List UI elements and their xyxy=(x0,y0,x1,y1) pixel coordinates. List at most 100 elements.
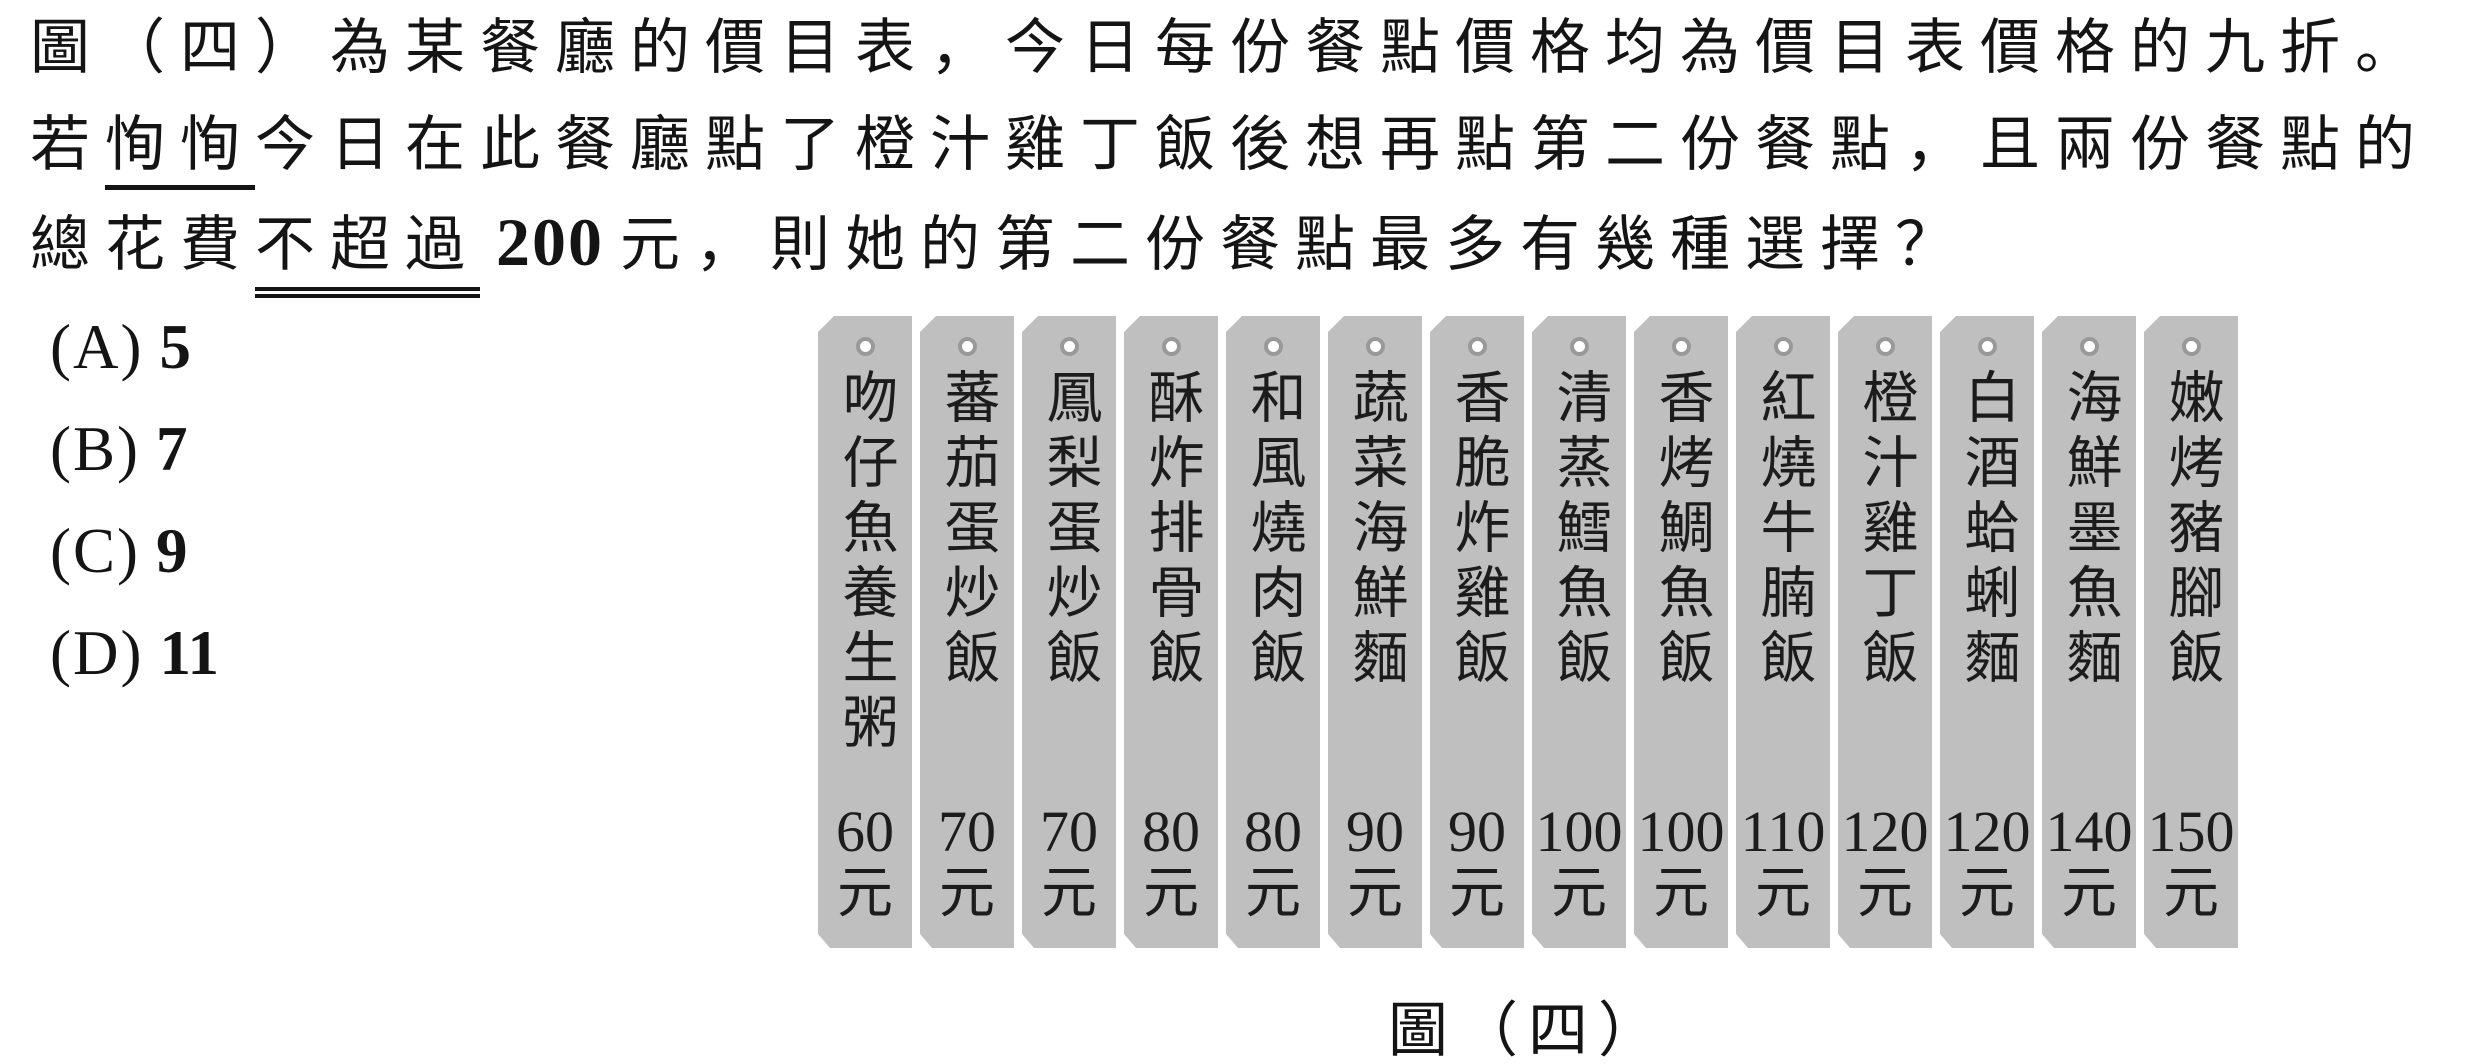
menu-tag-11: 橙汁雞丁飯 120 元 xyxy=(1838,316,1932,948)
tag-hole-icon xyxy=(1467,337,1487,356)
dish-price: 100 元 xyxy=(1638,802,1725,926)
option-b-value: 7 xyxy=(155,414,188,484)
tag-hole-icon xyxy=(1875,337,1895,356)
price-value: 120 xyxy=(1841,799,1929,864)
dish-price: 120 元 xyxy=(1944,802,2031,926)
dish-price: 100 元 xyxy=(1536,802,1623,926)
price-unit: 元 xyxy=(1041,863,1097,925)
price-value: 150 xyxy=(2147,799,2235,864)
dish-name: 吻仔魚養生粥 xyxy=(834,368,896,758)
option-d-value: 11 xyxy=(159,618,219,688)
menu-tag-3: 鳳梨蛋炒飯 70 元 xyxy=(1022,316,1116,948)
option-a-value: 5 xyxy=(159,312,191,382)
menu-tag-1: 吻仔魚養生粥 60 元 xyxy=(818,316,912,948)
price-value: 100 xyxy=(1535,799,1623,864)
menu-tag-10: 紅燒牛腩飯 110 元 xyxy=(1736,316,1830,948)
tag-hole-icon xyxy=(2181,337,2201,356)
dish-name: 香烤鯛魚飯 xyxy=(1650,368,1712,693)
dish-price: 120 元 xyxy=(1842,802,1929,926)
price-unit: 元 xyxy=(1653,863,1709,925)
dish-price: 80 元 xyxy=(1142,802,1200,926)
tag-hole-icon xyxy=(855,337,875,356)
price-value: 70 xyxy=(1040,799,1098,864)
menu-tags: 吻仔魚養生粥 60 元 蕃茄蛋炒飯 70 元 鳳梨蛋炒飯 70 xyxy=(818,316,2238,948)
dish-price: 90 元 xyxy=(1346,802,1404,926)
dish-name: 清蒸鱈魚飯 xyxy=(1548,368,1610,693)
price-unit: 元 xyxy=(1959,863,2015,925)
question-line-1: 圖（四）為某餐廳的價目表，今日每份餐點價格均為價目表價格的九折。 xyxy=(30,0,2460,97)
option-a-label: (A) xyxy=(50,312,144,382)
dish-price: 60 元 xyxy=(836,802,894,926)
menu-tag-9: 香烤鯛魚飯 100 元 xyxy=(1634,316,1728,948)
student-name-underlined: 恂恂 xyxy=(105,112,255,190)
question-line-2: 若恂恂今日在此餐廳點了橙汁雞丁飯後想再點第二份餐點，且兩份餐點的 xyxy=(30,97,2460,194)
menu-tag-8: 清蒸鱈魚飯 100 元 xyxy=(1532,316,1626,948)
price-unit: 元 xyxy=(837,863,893,925)
dish-price: 70 元 xyxy=(938,802,996,926)
menu-tag-2: 蕃茄蛋炒飯 70 元 xyxy=(920,316,1014,948)
question-text: 圖（四）為某餐廳的價目表，今日每份餐點價格均為價目表價格的九折。 若恂恂今日在此… xyxy=(30,0,2460,298)
dish-price: 70 元 xyxy=(1040,802,1098,926)
price-unit: 元 xyxy=(1551,863,1607,925)
dish-price: 140 元 xyxy=(2046,802,2133,926)
dish-price: 80 元 xyxy=(1244,802,1302,926)
option-c-value: 9 xyxy=(155,516,188,586)
price-list-figure: 吻仔魚養生粥 60 元 蕃茄蛋炒飯 70 元 鳳梨蛋炒飯 70 xyxy=(818,316,2238,1064)
option-c: (C) 9 xyxy=(50,500,219,602)
price-value: 90 xyxy=(1346,799,1404,864)
menu-tag-14: 嫩烤豬腳飯 150 元 xyxy=(2144,316,2238,948)
line3-prefix: 總花費 xyxy=(30,212,255,278)
price-value: 60 xyxy=(836,799,894,864)
line3-rest: 元，則她的第二份餐點最多有幾種選擇？ xyxy=(620,212,1970,278)
price-unit: 元 xyxy=(2163,863,2219,925)
dish-name: 和風燒肉飯 xyxy=(1242,368,1304,693)
option-d-label: (D) xyxy=(50,618,144,688)
menu-tag-12: 白酒蛤蜊麵 120 元 xyxy=(1940,316,2034,948)
dish-name: 白酒蛤蜊麵 xyxy=(1956,368,2018,693)
question-line-1-text: 圖（四）為某餐廳的價目表，今日每份餐點價格均為價目表價格的九折。 xyxy=(30,15,2430,81)
price-unit: 元 xyxy=(1245,863,1301,925)
tag-hole-icon xyxy=(1263,337,1283,356)
line2-prefix: 若 xyxy=(30,112,105,178)
line2-rest: 今日在此餐廳點了橙汁雞丁飯後想再點第二份餐點，且兩份餐點的 xyxy=(255,112,2430,178)
price-unit: 元 xyxy=(1754,863,1811,925)
dish-price: 90 元 xyxy=(1448,802,1506,926)
menu-tag-7: 香脆炸雞飯 90 元 xyxy=(1430,316,1524,948)
price-unit: 元 xyxy=(1449,863,1505,925)
dish-name: 香脆炸雞飯 xyxy=(1446,368,1508,693)
option-b: (B) 7 xyxy=(50,398,219,500)
tag-hole-icon xyxy=(1671,337,1691,356)
price-value: 140 xyxy=(2045,799,2133,864)
menu-tag-6: 蔬菜海鮮麵 90 元 xyxy=(1328,316,1422,948)
price-value: 110 xyxy=(1740,799,1826,864)
price-unit: 元 xyxy=(1347,863,1403,925)
not-exceed-double-underlined: 不超過 xyxy=(255,212,480,298)
price-value: 100 xyxy=(1637,799,1725,864)
answer-options: (A) 5 (B) 7 (C) 9 (D) 11 xyxy=(50,296,219,704)
dish-name: 鳳梨蛋炒飯 xyxy=(1038,368,1100,693)
menu-tag-13: 海鮮墨魚麵 140 元 xyxy=(2042,316,2136,948)
price-value: 80 xyxy=(1244,799,1302,864)
tag-hole-icon xyxy=(2079,337,2099,356)
price-value: 120 xyxy=(1943,799,2031,864)
tag-hole-icon xyxy=(1977,337,1997,356)
figure-caption: 圖（四） xyxy=(1388,998,1668,1064)
tag-hole-icon xyxy=(1161,337,1181,356)
price-unit: 元 xyxy=(939,863,995,925)
tag-hole-icon xyxy=(1365,337,1385,356)
price-value: 70 xyxy=(938,799,996,864)
option-b-label: (B) xyxy=(50,414,140,484)
price-unit: 元 xyxy=(2061,863,2117,925)
price-value: 90 xyxy=(1448,799,1506,864)
dish-name: 蕃茄蛋炒飯 xyxy=(936,368,998,693)
dish-name: 橙汁雞丁飯 xyxy=(1854,368,1916,693)
dish-name: 紅燒牛腩飯 xyxy=(1752,368,1814,693)
price-unit: 元 xyxy=(1857,863,1913,925)
tag-hole-icon xyxy=(1059,337,1079,356)
tag-hole-icon xyxy=(957,337,977,356)
dish-name: 海鮮墨魚麵 xyxy=(2058,368,2120,693)
option-c-label: (C) xyxy=(50,516,140,586)
question-line-3: 總花費不超過 200 元，則她的第二份餐點最多有幾種選擇？ xyxy=(30,194,2460,298)
amount-200: 200 xyxy=(496,204,604,280)
dish-price: 110 元 xyxy=(1741,802,1826,926)
